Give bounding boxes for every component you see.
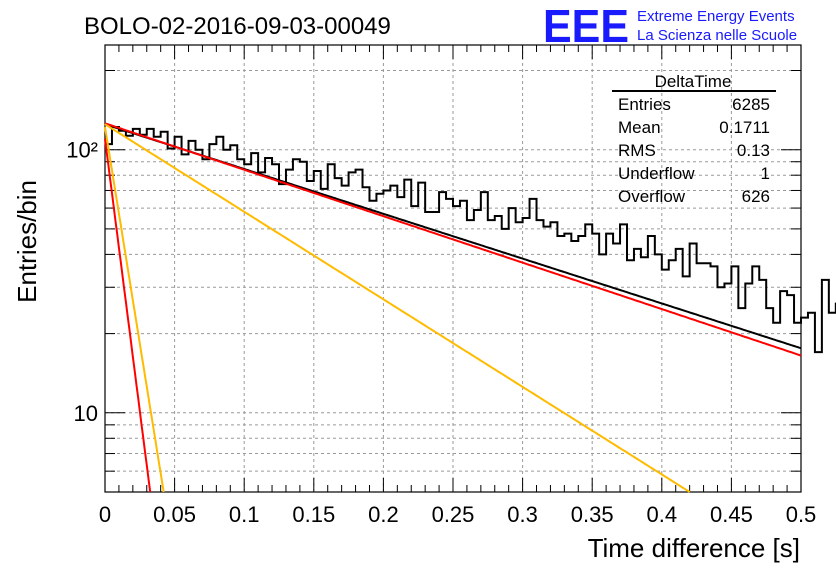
y-tick-label: 10² — [66, 138, 98, 163]
x-tick-label: 0.05 — [153, 502, 196, 527]
grid-lines — [105, 45, 801, 492]
x-tick-label: 0.25 — [432, 502, 475, 527]
stats-title: DeltaTime — [655, 72, 732, 91]
fit-curve — [104, 123, 691, 493]
fit-curve — [104, 122, 802, 357]
x-tick-label: 0.4 — [647, 502, 678, 527]
logo-line1: Extreme Energy Events — [637, 8, 795, 25]
stats-value: 1 — [761, 164, 770, 183]
stats-label: Overflow — [618, 187, 686, 206]
histogram-line — [105, 125, 836, 354]
stats-value: 626 — [742, 187, 770, 206]
plot-title: BOLO-02-2016-09-03-00049 — [84, 13, 391, 40]
stats-label: RMS — [618, 141, 656, 160]
x-tick-label: 0.15 — [292, 502, 335, 527]
x-tick-label: 0.35 — [571, 502, 614, 527]
x-tick-label: 0.5 — [786, 502, 817, 527]
x-tick-label: 0 — [99, 502, 111, 527]
fit-curves — [104, 122, 802, 493]
stats-value: 0.1711 — [719, 118, 770, 137]
stats-label: Entries — [618, 95, 671, 114]
stats-value: 0.13 — [737, 141, 770, 160]
stats-box: DeltaTime Entries 6285 Mean 0.1711 RMS 0… — [612, 72, 776, 206]
x-tick-label: 0.3 — [507, 502, 538, 527]
stats-value: 6285 — [732, 95, 770, 114]
x-tick-label: 0.45 — [710, 502, 753, 527]
x-tick-label: 0.2 — [368, 502, 399, 527]
fit-curve — [104, 126, 165, 493]
logo-letters: EEE — [543, 0, 629, 52]
x-axis-label: Time difference [s] — [588, 533, 800, 563]
stats-label: Mean — [618, 118, 661, 137]
stats-label: Underflow — [618, 164, 695, 183]
eee-logo: EEE Extreme Energy Events La Scienza nel… — [543, 0, 797, 52]
fit-curve — [104, 138, 152, 493]
x-tick-label: 0.1 — [229, 502, 260, 527]
y-axis-label: Entries/bin — [12, 180, 42, 303]
logo-line2: La Scienza nelle Scuole — [637, 27, 797, 44]
y-tick-label: 10 — [74, 401, 98, 426]
